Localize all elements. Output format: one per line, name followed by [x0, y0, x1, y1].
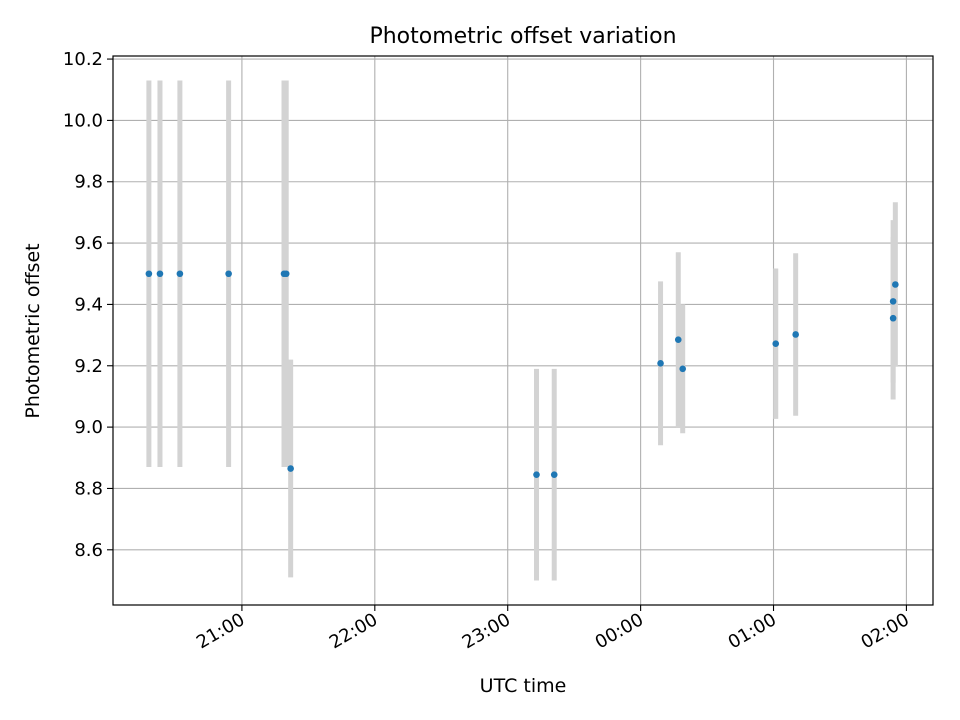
y-tick-label: 9.8 — [74, 172, 103, 193]
data-point — [533, 471, 540, 478]
x-axis-label: UTC time — [480, 675, 567, 697]
data-point — [156, 270, 164, 278]
y-tick-label: 10.0 — [63, 110, 103, 131]
y-tick-label: 9.2 — [74, 356, 103, 377]
data-point — [679, 365, 687, 373]
data-point — [287, 465, 294, 472]
data-point — [282, 270, 290, 278]
data-points — [145, 270, 899, 478]
y-axis-ticks: 8.6 8.8 9.0 9.2 9.4 9.6 9.8 10.0 10.2 — [63, 49, 113, 561]
y-tick-label: 9.0 — [74, 417, 103, 438]
data-point — [176, 270, 184, 278]
y-tick-label: 9.4 — [74, 294, 103, 315]
data-point — [772, 340, 780, 347]
data-point — [889, 298, 897, 305]
y-tick-label: 8.6 — [74, 540, 103, 561]
y-tick-label: 8.8 — [74, 478, 103, 499]
y-tick-label: 9.6 — [74, 233, 103, 254]
y-tick-label: 10.2 — [63, 49, 103, 70]
plot-frame — [112, 55, 934, 606]
data-point — [145, 270, 153, 278]
data-point — [550, 471, 558, 478]
data-point — [892, 281, 899, 288]
chart-title: Photometric offset variation — [369, 24, 676, 49]
data-point — [674, 336, 682, 344]
data-point — [889, 314, 897, 322]
data-point — [657, 360, 664, 367]
y-axis-label: Photometric offset — [22, 243, 44, 418]
data-point — [225, 270, 232, 278]
data-point — [792, 331, 799, 338]
